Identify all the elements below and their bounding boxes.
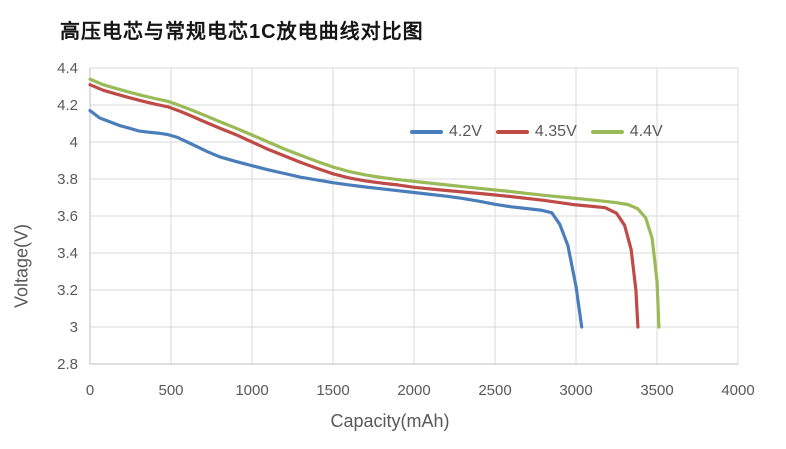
series-line-4.4V [88, 77, 661, 329]
legend-label: 4.4V [629, 123, 663, 140]
y-tick-label: 3.6 [57, 208, 78, 225]
legend-item-4.35V: 4.35V [495, 123, 577, 141]
x-tick-label: 3500 [640, 382, 673, 399]
legend: 4.2V 4.35V 4.4V [410, 123, 663, 141]
chart-title: 高压电芯与常规电芯1C放电曲线对比图 [60, 21, 424, 43]
y-tick-label: 2.8 [57, 356, 78, 373]
y-tick-label: 3.4 [57, 245, 78, 262]
tick-labels: 0 500 1000 1500 2000 2500 3000 3500 4000 2.8 3 3.2 3… [57, 60, 755, 399]
y-tick-label: 4.2 [57, 97, 78, 114]
y-tick-label: 4 [70, 134, 78, 151]
y-tick-label: 3.2 [57, 282, 78, 299]
x-tick-label: 2500 [478, 382, 511, 399]
x-tick-label: 2000 [397, 382, 430, 399]
x-tick-label: 3000 [559, 382, 592, 399]
y-tick-label: 4.4 [57, 60, 78, 77]
gridlines [89, 67, 739, 365]
x-tick-label: 1000 [235, 382, 268, 399]
series-lines [88, 77, 661, 329]
x-axis-title: Capacity(mAh) [330, 411, 450, 431]
y-tick-label: 3 [70, 319, 78, 336]
x-tick-label: 1500 [316, 382, 349, 399]
series-line-4.2V [88, 108, 584, 329]
legend-swatch-icon [590, 130, 624, 134]
legend-label: 4.35V [534, 123, 577, 140]
legend-swatch-icon [410, 130, 443, 134]
x-tick-label: 0 [86, 382, 94, 399]
legend-label: 4.2V [449, 123, 482, 140]
series-line-4.35V [88, 83, 640, 329]
x-tick-label: 4000 [721, 382, 754, 399]
legend-item-4.2V: 4.2V [410, 123, 482, 141]
legend-swatch-icon [495, 130, 529, 134]
y-axis-title: Voltage(V) [11, 223, 32, 309]
legend-item-4.4V: 4.4V [590, 123, 663, 141]
axes [89, 68, 738, 365]
x-tick-label: 500 [158, 382, 183, 399]
y-tick-label: 3.8 [57, 171, 78, 188]
